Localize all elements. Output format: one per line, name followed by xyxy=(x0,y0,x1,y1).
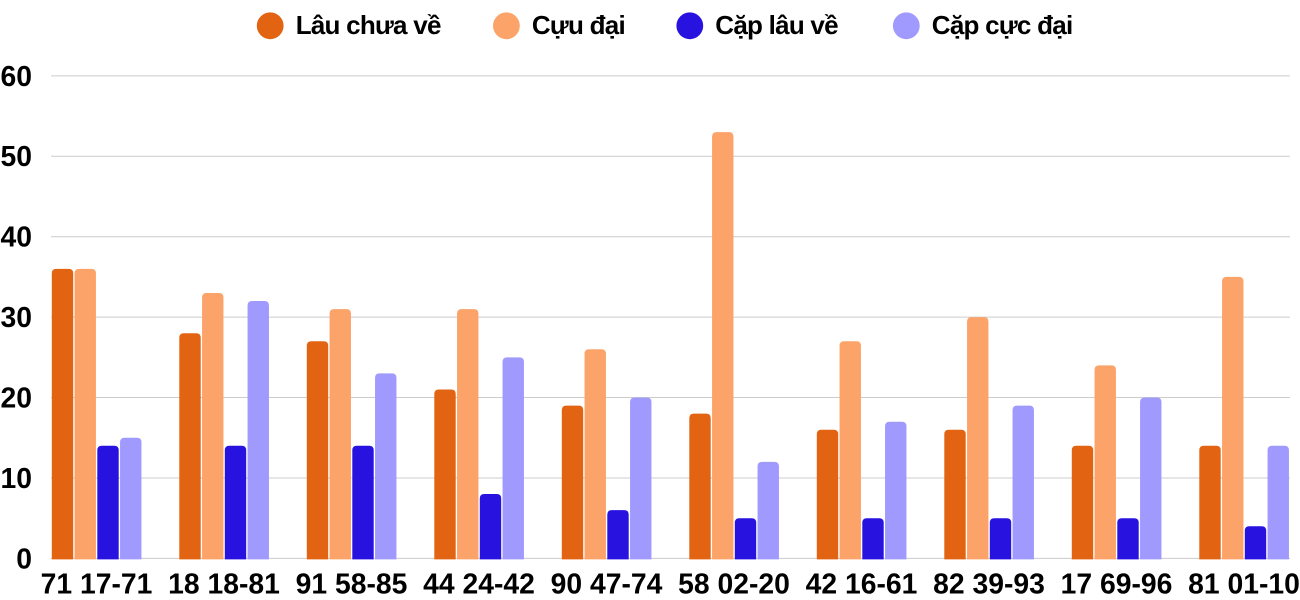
svg-text:0: 0 xyxy=(16,542,32,574)
svg-text:58 02-20: 58 02-20 xyxy=(678,568,790,600)
svg-text:81 01-10: 81 01-10 xyxy=(1188,568,1300,600)
svg-text:40: 40 xyxy=(1,221,32,253)
svg-text:Cựu đại: Cựu đại xyxy=(532,10,625,40)
svg-text:Lâu chưa về: Lâu chưa về xyxy=(296,10,441,40)
svg-text:10: 10 xyxy=(1,462,32,494)
svg-text:42 16-61: 42 16-61 xyxy=(806,568,918,600)
svg-text:91 58-85: 91 58-85 xyxy=(296,568,408,600)
svg-text:82 39-93: 82 39-93 xyxy=(933,568,1045,600)
svg-text:71 17-71: 71 17-71 xyxy=(41,568,153,600)
svg-text:Cặp cực đại: Cặp cực đại xyxy=(932,10,1073,40)
svg-text:90 47-74: 90 47-74 xyxy=(551,568,663,600)
svg-text:44 24-42: 44 24-42 xyxy=(423,568,535,600)
svg-text:30: 30 xyxy=(1,301,32,333)
svg-text:20: 20 xyxy=(1,381,32,413)
svg-text:17 69-96: 17 69-96 xyxy=(1061,568,1173,600)
svg-text:60: 60 xyxy=(1,60,32,92)
svg-text:Cặp lâu về: Cặp lâu về xyxy=(715,10,838,40)
svg-text:50: 50 xyxy=(1,140,32,172)
svg-text:18 18-81: 18 18-81 xyxy=(168,568,280,600)
